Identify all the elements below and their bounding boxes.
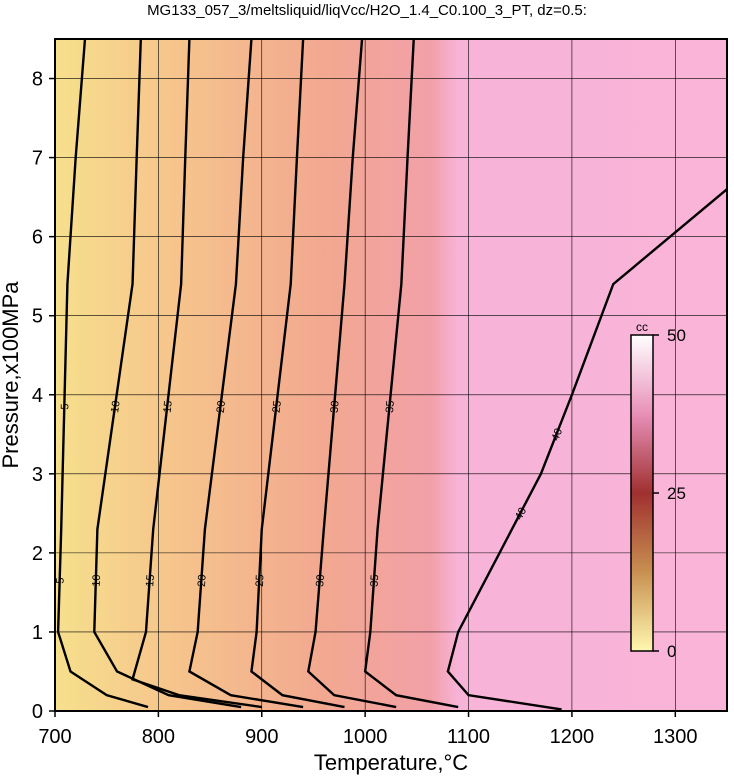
plot-background	[55, 39, 727, 711]
x-axis-label: Temperature,°C	[314, 750, 468, 775]
contour-label: 10	[91, 574, 103, 587]
x-tick-label: 900	[245, 726, 278, 748]
contour-line	[446, 188, 728, 711]
y-tick-label: 3	[32, 464, 43, 486]
contour-label: 20	[215, 400, 228, 414]
x-tick-label: 1100	[447, 726, 490, 748]
x-tick-label: 1000	[343, 726, 388, 748]
y-tick-label: 7	[32, 148, 43, 170]
contour-line	[188, 38, 304, 709]
contour-label: 25	[254, 574, 267, 587]
contour-label: 10	[109, 400, 123, 414]
contour-label: 40	[550, 427, 566, 443]
y-tick-label: 6	[32, 227, 43, 249]
contour-label: 15	[144, 574, 157, 587]
colorbar-label: cc	[636, 320, 648, 334]
contour-line	[131, 38, 262, 709]
colorbar-tick-label: 50	[667, 326, 686, 345]
contour-label: 20	[196, 574, 209, 587]
contour-label: 5	[55, 577, 67, 583]
x-tick-label: 1200	[550, 726, 595, 748]
colorbar	[630, 334, 654, 652]
y-tick-label: 0	[32, 701, 43, 723]
x-tick-label: 700	[38, 726, 71, 748]
x-tick-label: 1300	[653, 726, 698, 748]
contour-line	[56, 38, 149, 709]
contour-label: 5	[59, 403, 71, 409]
plot-frame	[54, 38, 728, 712]
y-axis-label: Pressure,x100MPa	[0, 281, 23, 469]
contour-label: 15	[162, 400, 175, 414]
y-tick-label: 4	[32, 385, 43, 407]
contour-line	[93, 38, 242, 709]
chart-title: MG133_057_3/meltsliquid/liqVcc/H2O_1.4_C…	[147, 2, 587, 19]
colorbar-tick-label: 25	[667, 484, 686, 503]
contour-label: 30	[314, 574, 327, 587]
contour-line	[306, 38, 397, 709]
plot-area: 5 5 10 10 15 15 20 20 25 25 30 30 35 35 40 40	[55, 38, 728, 712]
contour-label: 40	[513, 506, 529, 522]
y-tick-label: 5	[32, 306, 43, 328]
contour-label: 30	[329, 400, 342, 413]
contour-line	[250, 38, 345, 709]
contour-label: 35	[369, 574, 382, 587]
x-tick-label: 800	[142, 726, 175, 748]
colorbar-tick-label: 0	[667, 642, 676, 661]
y-tick-label: 2	[32, 543, 43, 565]
y-tick-label: 8	[32, 69, 43, 91]
contour-line	[363, 38, 459, 709]
contour-label: 35	[384, 400, 397, 413]
contour-label: 25	[271, 400, 284, 414]
y-tick-label: 1	[32, 622, 43, 644]
